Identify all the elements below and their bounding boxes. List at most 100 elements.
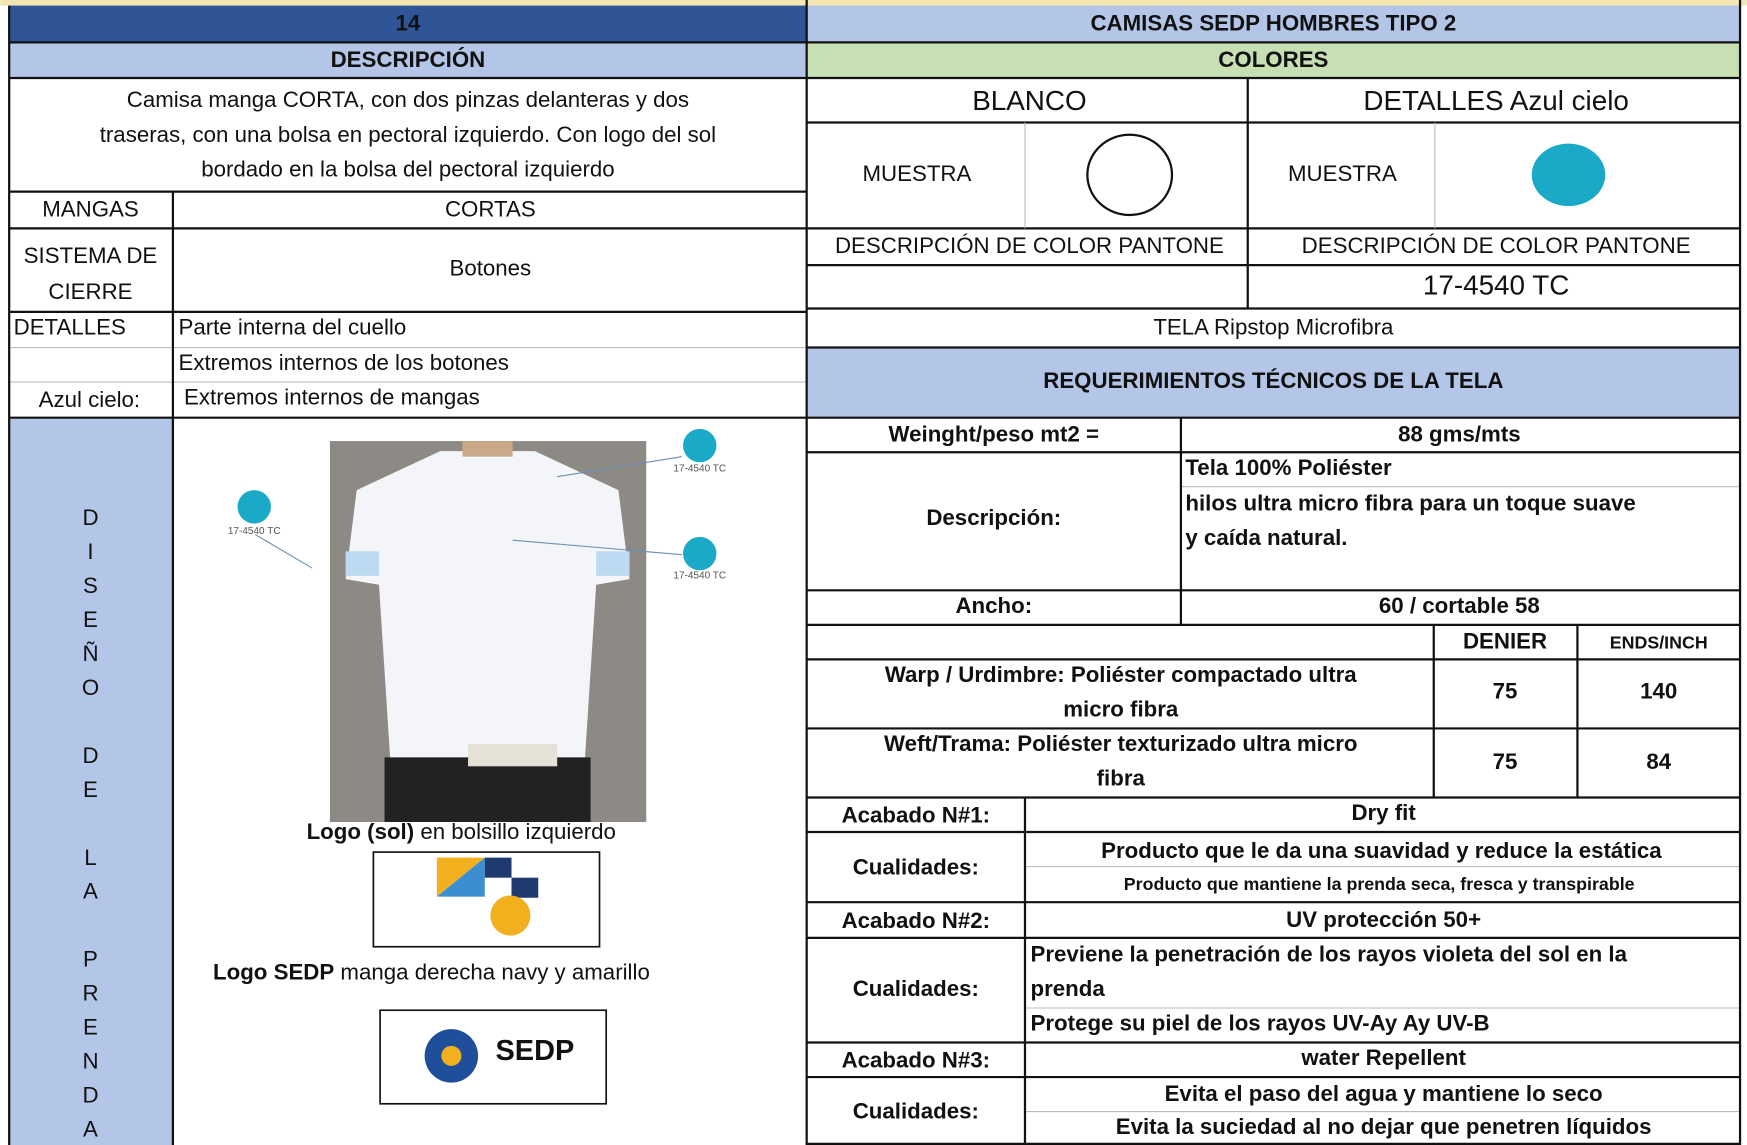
design-side [9, 417, 173, 1145]
caption: Logo (sol) en bolsillo izquierdo [307, 819, 616, 844]
cell-text: 88 gms/mts [1398, 421, 1521, 446]
denier: 75 [1493, 749, 1518, 774]
quality-line: Producto que le da una suavidad y reduce… [1101, 838, 1662, 863]
caption: Logo SEDP manga derecha navy y amarillo [213, 959, 650, 984]
section-heading: DESCRIPCIÓN [331, 47, 486, 72]
logo-sol-box [372, 851, 601, 948]
finish-name: UV protección 50+ [1286, 907, 1481, 932]
letter: E [83, 777, 98, 802]
finish-label: Acabado N#1: [842, 802, 990, 827]
header-title: CAMISAS SEDP HOMBRES TIPO 2 [1090, 10, 1456, 35]
ends: 140 [1640, 679, 1677, 704]
caption-bold: Logo (sol) [307, 819, 415, 844]
caption-rest: manga derecha navy y amarillo [334, 959, 650, 984]
swatch-annotation: 17-4540 TC [673, 464, 726, 475]
yarn-label: Weft/Trama: Poliéster texturizado ultra … [884, 731, 1357, 756]
section-heading: COLORES [1218, 47, 1328, 72]
color-name: DETALLES Azul cielo [1363, 85, 1629, 116]
desc-line: Tela 100% Poliéster [1185, 455, 1392, 480]
quality-line: prenda [1031, 976, 1106, 1001]
field-label: CIERRE [48, 279, 132, 304]
field-label: DETALLES [14, 314, 126, 339]
sedp-logo-box [379, 1009, 608, 1105]
header-number: 14 [396, 10, 421, 35]
yarn-label: fibra [1097, 766, 1146, 791]
swatch-pointers [237, 428, 717, 571]
column-header: DENIER [1463, 629, 1547, 654]
caption-rest: en bolsillo izquierdo [414, 819, 616, 844]
yarn-label: Warp / Urdimbre: Poliéster compactado ul… [885, 662, 1357, 687]
cell-text: MUESTRA [863, 161, 972, 186]
letter: Ñ [82, 641, 98, 666]
letter: D [82, 1082, 98, 1107]
finish-name: Dry fit [1351, 800, 1416, 825]
logo-text: SEDP [495, 1035, 574, 1067]
description-line: bordado en la bolsa del pectoral izquier… [201, 156, 614, 181]
letter: P [83, 947, 98, 972]
finish-label: Acabado N#2: [842, 908, 990, 933]
letter: L [84, 845, 96, 870]
detail-line: Extremos internos de los botones [178, 350, 508, 375]
cell-text: Botones [449, 255, 531, 280]
letter: N [82, 1048, 98, 1073]
qualities-label: Cualidades: [853, 855, 979, 880]
caption-bold: Logo SEDP [213, 959, 334, 984]
letter: A [83, 879, 98, 904]
finish-label: Acabado N#3: [842, 1047, 990, 1072]
quality-line: Evita la suciedad al no dejar que penetr… [1116, 1114, 1652, 1139]
letter: A [83, 1116, 98, 1141]
color-swatch [1531, 143, 1606, 207]
letter: E [83, 607, 98, 632]
cell-text: DESCRIPCIÓN DE COLOR PANTONE [1302, 233, 1691, 258]
letter: E [83, 1014, 98, 1039]
cell-text: Descripción: [926, 505, 1061, 530]
field-label: Azul cielo: [39, 387, 140, 412]
description-line: traseras, con una bolsa en pectoral izqu… [100, 122, 716, 147]
cell-text: MUESTRA [1288, 161, 1397, 186]
quality-line: Producto que mantiene la prenda seca, fr… [1124, 874, 1635, 894]
desc-line: hilos ultra micro fibra para un toque su… [1185, 490, 1635, 515]
detail-line: Parte interna del cuello [178, 314, 406, 339]
colors-header [806, 42, 1741, 78]
title-header [806, 5, 1741, 43]
quality-line: Evita el paso del agua y mantiene lo sec… [1165, 1081, 1603, 1106]
yarn-label: micro fibra [1063, 697, 1179, 722]
description-line: Camisa manga CORTA, con dos pinzas delan… [127, 87, 689, 112]
qualities-label: Cualidades: [853, 976, 979, 1001]
cell-text: 60 / cortable 58 [1379, 593, 1540, 618]
color-name: BLANCO [972, 85, 1086, 116]
qualities-label: Cualidades: [853, 1099, 979, 1124]
letter: D [82, 505, 98, 530]
field-label: MANGAS [42, 196, 138, 221]
swatch-annotation: 17-4540 TC [673, 570, 726, 581]
pantone-code: 17-4540 TC [1423, 270, 1569, 301]
detail-line: Extremos internos de mangas [184, 385, 480, 410]
finish-name: water Repellent [1300, 1045, 1466, 1070]
denier: 75 [1493, 679, 1518, 704]
requirements-header [806, 347, 1741, 418]
top-strip [0, 0, 1747, 6]
color-swatch [1086, 133, 1174, 217]
field-label: SISTEMA DE [24, 243, 158, 268]
cell-text: Weinght/peso mt2 = [889, 421, 1100, 446]
cell-text: Ancho: [955, 593, 1032, 618]
letter: O [82, 675, 99, 700]
letter: R [82, 981, 98, 1006]
shirt-photo [329, 441, 647, 822]
letter: S [83, 573, 98, 598]
letter: I [87, 539, 93, 564]
column-header: ENDS/INCH [1610, 632, 1708, 652]
cell-text: CORTAS [445, 196, 536, 221]
cell-text: TELA Ripstop Microfibra [1153, 314, 1394, 339]
swatch-annotation: 17-4540 TC [228, 526, 281, 537]
borders [8, 0, 1742, 1145]
number-header [9, 5, 807, 43]
description-header [9, 42, 807, 78]
quality-line: Previene la penetración de los rayos vio… [1031, 942, 1628, 967]
quality-line: Protege su piel de los rayos UV-Ay Ay UV… [1031, 1011, 1490, 1036]
